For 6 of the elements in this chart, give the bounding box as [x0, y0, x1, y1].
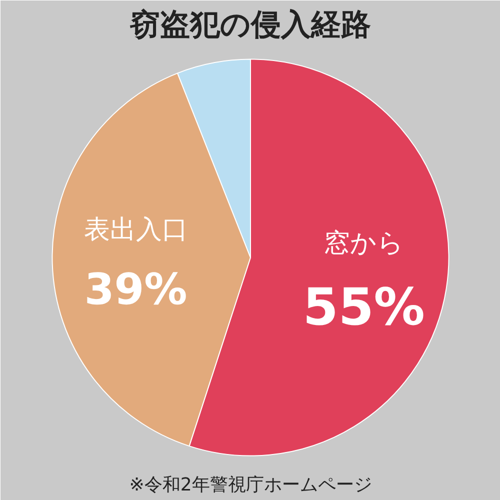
data-label: 55% [302, 278, 425, 338]
chart-title: 窃盗犯の侵入経路 [129, 8, 371, 42]
text: ※令和2年警視庁ホームページ [129, 474, 372, 496]
slice-label: 窓から [324, 228, 404, 259]
data-label: 39% [84, 264, 188, 315]
slice-label: 表出入口 [84, 214, 188, 245]
